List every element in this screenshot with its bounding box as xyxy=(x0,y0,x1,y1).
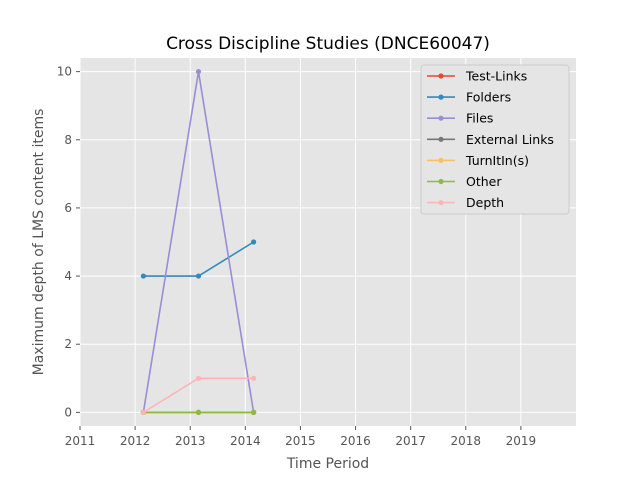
legend-swatch-marker xyxy=(438,136,444,142)
x-tick-label: 2019 xyxy=(506,434,537,448)
series-layer xyxy=(140,69,257,415)
y-axis-label: Maximum depth of LMS content items xyxy=(31,109,47,376)
legend-item-other: Other xyxy=(427,174,502,189)
data-point-other xyxy=(195,409,202,415)
grid-lines xyxy=(79,58,576,426)
x-axis-label: Time Period xyxy=(286,456,369,472)
data-point-other xyxy=(251,409,257,415)
x-tick-label: 2016 xyxy=(340,434,371,448)
series-folders xyxy=(140,239,257,279)
y-tick-label: 10 xyxy=(57,65,72,79)
legend-item-files: Files xyxy=(427,111,493,126)
x-tick-label: 2018 xyxy=(451,434,482,448)
x-tick-label: 2012 xyxy=(120,434,151,448)
data-point-depth xyxy=(251,375,257,381)
x-axis-ticks: 2011 2012 2013 2014 2015 2016 2017 2018 2019 xyxy=(65,426,536,448)
legend-label: External Links xyxy=(466,132,554,147)
data-point-depth xyxy=(195,375,202,381)
data-point-files xyxy=(195,69,202,75)
chart-title: Cross Discipline Studies (DNCE60047) xyxy=(166,34,490,54)
legend: Test-Links Folders Files External Links Turn… xyxy=(420,64,570,215)
y-tick-label: 0 xyxy=(64,405,72,419)
legend-swatch-marker xyxy=(438,73,444,79)
data-point-depth xyxy=(140,409,146,415)
x-tick-label: 2017 xyxy=(395,434,426,448)
x-tick-label: 2013 xyxy=(175,434,206,448)
data-point-folders xyxy=(140,273,146,279)
data-point-folders xyxy=(251,239,257,245)
y-tick-label: 4 xyxy=(64,269,72,283)
y-axis-ticks: 0 2 4 6 8 10 xyxy=(57,65,80,419)
series-depth xyxy=(140,375,257,415)
x-tick-label: 2015 xyxy=(285,434,316,448)
legend-swatch-marker xyxy=(438,200,444,206)
legend-label: Other xyxy=(466,174,502,189)
x-tick-label: 2011 xyxy=(65,434,96,448)
legend-frame xyxy=(420,64,570,215)
legend-item-turnitin-s: TurnItIn(s) xyxy=(427,153,529,168)
legend-swatch-marker xyxy=(438,94,444,100)
y-tick-label: 6 xyxy=(64,201,72,215)
legend-label: Folders xyxy=(466,90,511,105)
legend-swatch-marker xyxy=(438,157,444,163)
x-tick-label: 2014 xyxy=(230,434,261,448)
legend-label: Depth xyxy=(466,195,504,210)
legend-label: TurnItIn(s) xyxy=(465,153,529,168)
legend-item-test-links: Test-Links xyxy=(427,69,527,84)
legend-item-depth: Depth xyxy=(427,195,504,210)
legend-label: Files xyxy=(466,111,493,126)
legend-item-external-links: External Links xyxy=(427,132,554,147)
legend-label: Test-Links xyxy=(465,69,527,84)
data-point-folders xyxy=(195,273,202,279)
legend-item-folders: Folders xyxy=(427,90,511,105)
legend-swatch-marker xyxy=(438,115,444,121)
legend-swatch-marker xyxy=(438,178,444,185)
y-tick-label: 2 xyxy=(64,337,72,351)
y-tick-label: 8 xyxy=(64,133,72,147)
